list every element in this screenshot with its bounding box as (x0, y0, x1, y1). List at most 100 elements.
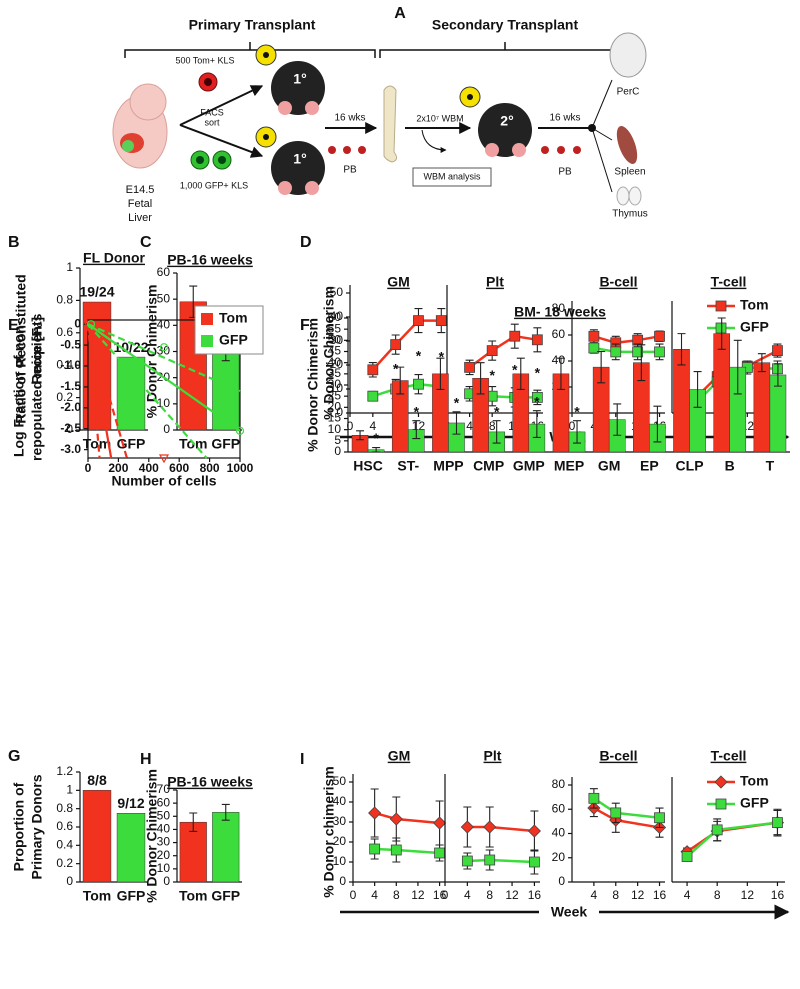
y-tick-label: 0 (163, 874, 170, 888)
y-tick-label: 0.6 (56, 325, 73, 339)
y-axis-label: % Donor chimerism (321, 766, 337, 897)
legend-label: GFP (740, 319, 769, 335)
arrow (421, 129, 447, 153)
marker (484, 854, 496, 866)
label: PerC (617, 87, 640, 98)
error-bar (757, 353, 766, 373)
schematic: A Primary Transplant Secondary Transplan… (112, 5, 648, 224)
y-tick-label: 40 (328, 355, 342, 369)
marker (715, 322, 727, 334)
marker (632, 346, 644, 358)
x-tick-label: MEP (554, 458, 584, 474)
y-tick-label: 1 (66, 783, 73, 797)
marker (531, 391, 543, 403)
marker (368, 806, 382, 820)
blood-drop (573, 146, 581, 154)
panel-label: D (300, 234, 312, 251)
arrow (179, 124, 264, 158)
panel-title: Plt (484, 748, 502, 764)
chart-title: PB-16 weeks (167, 774, 253, 790)
bar (753, 362, 771, 453)
chart-title: FL Donor (83, 250, 146, 266)
marker (158, 454, 170, 464)
panel-label: I (300, 751, 304, 768)
marker (460, 820, 474, 834)
y-tick-label: -0.5 (60, 337, 81, 351)
marker (654, 330, 665, 342)
error-bar (356, 430, 365, 441)
annotation: * (534, 393, 540, 409)
fit-line (86, 323, 113, 459)
x-tick-label: 16 (528, 888, 542, 902)
mouse-ear (305, 181, 319, 195)
bone (383, 85, 398, 163)
y-axis-label: % Donor Chimerism (321, 286, 337, 420)
x-tick-label: GFP (117, 436, 146, 452)
label: Spleen (614, 167, 645, 178)
y-tick-label: 0 (66, 874, 73, 888)
bar (82, 790, 112, 883)
bar (713, 333, 730, 453)
x-tick-label: GFP (211, 436, 240, 452)
x-tick-label: GFP (211, 888, 240, 904)
annotation: * (439, 349, 445, 365)
mouse-ear (485, 143, 499, 157)
box (412, 167, 492, 187)
error-bar (492, 420, 501, 444)
panel-title: B-cell (599, 274, 637, 290)
fit-line (87, 323, 241, 393)
marker (610, 807, 622, 819)
x-tick-label: 800 (200, 461, 220, 475)
x-tick-label: GFP (117, 888, 146, 904)
y-tick-label: 20 (328, 400, 342, 414)
marker (654, 812, 665, 824)
marker (461, 855, 473, 867)
annotation: * (454, 395, 460, 411)
label: PB (558, 167, 572, 178)
label: 2x10⁷ WBM (416, 113, 463, 123)
marker (527, 824, 541, 838)
y-tick-label: 10 (328, 422, 342, 436)
y-tick-label: 0 (334, 444, 341, 458)
annotation: * (494, 403, 500, 419)
y-tick-label: 1.2 (56, 764, 73, 778)
x-tick-label: 4 (371, 888, 378, 902)
x-tick-label: 16 (771, 888, 785, 902)
y-tick-label: 5 (334, 433, 341, 447)
x-tick-label: 16 (653, 888, 667, 902)
panel-label: H (140, 751, 152, 768)
y-axis-label: Log Fraction of non- (11, 321, 27, 457)
cell (204, 78, 212, 86)
panel-label: G (8, 748, 20, 765)
marker (588, 342, 600, 354)
marker (486, 345, 498, 357)
y-tick-label: 20 (552, 850, 566, 864)
x-tick-label: 400 (139, 461, 159, 475)
x-axis-label: Number of cells (111, 473, 216, 489)
series-line (593, 335, 660, 345)
annotation: * (416, 347, 422, 363)
y-axis-label: Primary Donors (29, 774, 45, 879)
panel-label: C (140, 234, 152, 251)
marker (433, 816, 447, 830)
marker (529, 856, 540, 868)
connector (591, 79, 613, 193)
chart-title: BM- 18 weeks (514, 304, 606, 320)
x-axis-label: Week (551, 904, 588, 920)
y-axis-label: % Donor Chimerism (144, 769, 160, 903)
embryo-head (129, 83, 167, 121)
y-tick-label: 0 (66, 422, 73, 436)
x-tick-label: Tom (179, 888, 208, 904)
error-bar (677, 333, 686, 366)
error-bar (733, 339, 742, 395)
blood-drop (343, 146, 351, 154)
blood-drop (328, 146, 336, 154)
fit-line (87, 323, 208, 459)
y-tick-label: 0.8 (56, 293, 73, 307)
bar (179, 821, 207, 883)
bar (116, 356, 146, 431)
x-tick-label: 0 (347, 419, 354, 433)
x-tick-label: Tom (83, 888, 112, 904)
x-tick-label: MPP (433, 458, 463, 474)
legend-label: Tom (219, 310, 248, 326)
